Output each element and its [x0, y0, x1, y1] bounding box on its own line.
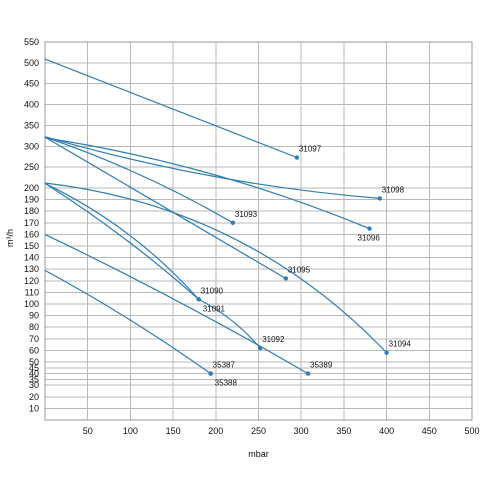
x-tick-label: 150 — [166, 426, 181, 436]
series-label-35388: 35388 — [215, 379, 238, 388]
y-tick-label: 45 — [29, 363, 39, 373]
y-tick-label: 20 — [29, 392, 39, 402]
series-label-31092: 31092 — [262, 335, 285, 344]
y-tick-label: 500 — [24, 58, 39, 68]
series-line-35389 — [44, 233, 309, 375]
y-tick-label: 130 — [24, 264, 39, 274]
y-axis-label: m³/h — [5, 229, 15, 247]
y-tick-label: 160 — [24, 229, 39, 239]
series-line-31097 — [44, 58, 298, 159]
series-labels: 31097 31098 31096 31093 31095 31094 31090 31091… — [201, 145, 412, 388]
y-tick-label: 140 — [24, 253, 39, 263]
series-line-35387 — [44, 269, 212, 375]
plot-area — [44, 41, 473, 421]
y-tick-label: 350 — [24, 120, 39, 130]
data-point-31091 — [196, 297, 201, 302]
y-tick-label: 150 — [24, 241, 39, 251]
series-line-31096 — [44, 137, 370, 230]
y-tick-label: 60 — [29, 345, 39, 355]
series-line-31094 — [44, 182, 388, 354]
series-line-31095 — [44, 136, 287, 280]
y-tick-label: 200 — [24, 183, 39, 193]
grid — [45, 41, 473, 420]
x-tick-label: 450 — [422, 426, 437, 436]
series-label-31095: 31095 — [288, 265, 311, 274]
y-tick-label: 70 — [29, 334, 39, 344]
y-tick-label: 170 — [24, 218, 39, 228]
x-tick-label: 400 — [379, 426, 394, 436]
x-tick-label: 200 — [208, 426, 223, 436]
y-tick-label: 190 — [24, 195, 39, 205]
series-label-35389: 35389 — [310, 361, 333, 370]
data-point-35388 — [208, 371, 213, 376]
y-tick-label: 300 — [24, 141, 39, 151]
y-tick-label: 100 — [24, 299, 39, 309]
series-label-31097: 31097 — [299, 145, 322, 154]
y-tick-label: 40 — [29, 369, 39, 379]
x-tick-label: 350 — [336, 426, 351, 436]
y-tick-label: 80 — [29, 322, 39, 332]
series-line-31098 — [44, 136, 380, 199]
x-tick-label: 50 — [83, 426, 93, 436]
data-point-31092 — [258, 345, 263, 351]
data-point-31093 — [230, 220, 236, 225]
y-tick-label: 180 — [24, 206, 39, 216]
y-tick-label: 450 — [24, 79, 39, 89]
y-tick-label: 35 — [29, 374, 39, 384]
y-tick-label: 400 — [24, 100, 39, 110]
series-label-35387: 35387 — [213, 361, 236, 370]
series-label-31096: 31096 — [358, 234, 381, 243]
data-point-31094 — [384, 350, 389, 355]
y-tick-label: 550 — [24, 37, 39, 47]
x-tick-label: 300 — [294, 426, 309, 436]
x-axis-label: mbar — [248, 449, 269, 459]
y-tick-label: 30 — [29, 380, 39, 390]
y-tick-label: 250 — [24, 162, 39, 172]
y-tick-label: 50 — [29, 357, 39, 367]
x-tick-label: 500 — [464, 426, 479, 436]
data-point-31097 — [294, 155, 300, 160]
data-points — [196, 155, 389, 376]
tick-labels: 1020303540455060708090100110120130140150… — [24, 37, 480, 436]
series-label-31093: 31093 — [235, 210, 258, 219]
data-point-35389 — [305, 371, 311, 376]
data-point-31098 — [377, 196, 382, 201]
series-label-31098: 31098 — [382, 185, 405, 194]
series-line-31092 — [44, 182, 261, 349]
data-point-31096 — [367, 226, 372, 231]
series-line-31093 — [44, 136, 234, 224]
series-label-31091: 31091 — [203, 304, 226, 313]
series-line-31090 — [44, 182, 200, 300]
y-tick-label: 90 — [29, 311, 39, 321]
y-tick-label: 120 — [24, 276, 39, 286]
series-lines — [44, 58, 388, 375]
x-tick-label: 100 — [123, 426, 138, 436]
data-point-31095 — [283, 276, 289, 281]
y-tick-label: 110 — [25, 287, 39, 297]
y-tick-label: 10 — [29, 403, 39, 413]
x-tick-label: 250 — [251, 426, 266, 436]
series-label-31090: 31090 — [201, 286, 224, 295]
series-label-31094: 31094 — [389, 340, 412, 349]
